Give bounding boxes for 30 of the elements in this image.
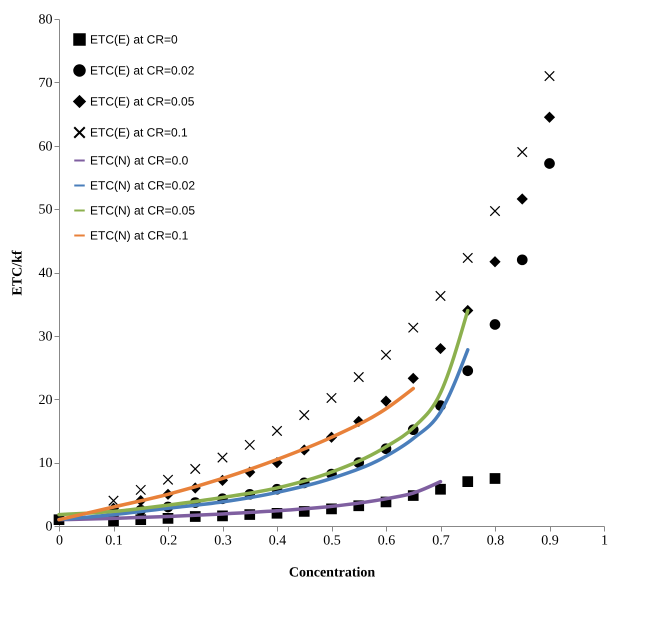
x-tick-label: 0.1 xyxy=(105,534,123,548)
y-tick-label: 50 xyxy=(38,202,52,218)
x-axis-title: Concentration xyxy=(288,566,376,580)
x-tick-label: 0.4 xyxy=(268,534,286,548)
x-tick-label: 0.2 xyxy=(160,534,178,548)
legend-label: ETC(N) at CR=0.02 xyxy=(90,178,196,192)
legend-label: ETC(E) at CR=0.1 xyxy=(90,126,188,140)
x-tick-label: 0.8 xyxy=(486,534,504,548)
x-tick-label: 0 xyxy=(56,534,63,548)
y-tick-label: 10 xyxy=(38,456,52,472)
y-tick-label: 0 xyxy=(46,520,52,534)
x-tick-label: 0.9 xyxy=(541,534,559,548)
y-tick-label: 80 xyxy=(38,12,52,28)
y-tick-label: 40 xyxy=(38,266,52,281)
legend-label: ETC(N) at CR=0.1 xyxy=(90,228,189,242)
legend-label: ETC(E) at CR=0.05 xyxy=(90,94,195,108)
legend-label: ETC(E) at CR=0.02 xyxy=(90,64,195,78)
x-tick-label: 0.3 xyxy=(214,534,232,548)
legend-label: ETC(E) at CR=0 xyxy=(90,32,178,46)
legend-label: ETC(N) at CR=0.0 xyxy=(90,154,189,168)
y-tick-label: 70 xyxy=(38,76,52,91)
y-axis-title: ETC/kf xyxy=(10,250,26,296)
legend-label: ETC(N) at CR=0.05 xyxy=(90,204,196,218)
x-tick-label: 0.6 xyxy=(378,534,396,548)
y-tick-label: 20 xyxy=(38,392,52,408)
y-tick-label: 60 xyxy=(38,139,52,154)
x-tick-label: 0.5 xyxy=(323,534,341,548)
x-tick-label: 1 xyxy=(601,534,608,548)
x-tick-label: 0.7 xyxy=(432,534,450,548)
y-tick-label: 30 xyxy=(38,329,52,344)
